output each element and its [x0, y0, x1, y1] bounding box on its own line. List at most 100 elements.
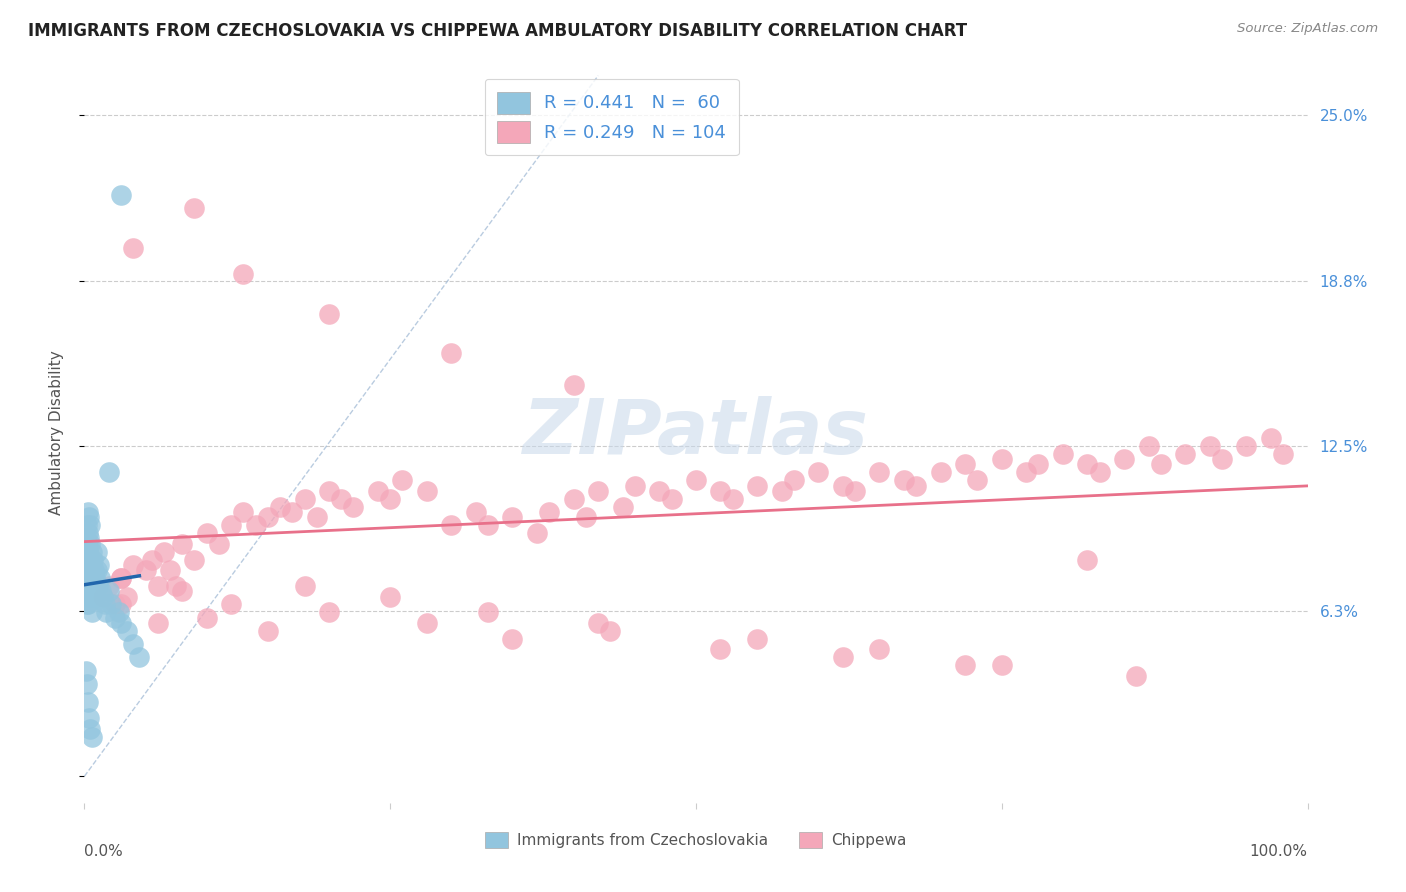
- Point: [96, 606, 118, 620]
- Point: [502, 632, 524, 646]
- Point: [76, 563, 98, 577]
- Point: [1211, 452, 1233, 467]
- Point: [232, 267, 254, 281]
- Point: [538, 505, 561, 519]
- Point: [135, 563, 157, 577]
- Point: [257, 624, 280, 638]
- Point: [183, 201, 205, 215]
- Point: [75, 571, 97, 585]
- Point: [440, 346, 463, 360]
- Point: [76, 536, 98, 550]
- Point: [159, 563, 181, 577]
- Point: [526, 526, 548, 541]
- Point: [84, 571, 107, 585]
- Point: [991, 452, 1014, 467]
- Point: [342, 500, 364, 514]
- Point: [84, 590, 107, 604]
- Point: [110, 187, 132, 202]
- Point: [245, 518, 267, 533]
- Point: [624, 478, 647, 492]
- Legend: Immigrants from Czechoslovakia, Chippewa: Immigrants from Czechoslovakia, Chippewa: [479, 826, 912, 855]
- Point: [747, 632, 769, 646]
- Point: [77, 598, 100, 612]
- Point: [502, 510, 524, 524]
- Point: [89, 571, 111, 585]
- Point: [79, 722, 101, 736]
- Point: [110, 571, 132, 585]
- Point: [330, 491, 353, 506]
- Point: [77, 571, 100, 585]
- Point: [318, 606, 340, 620]
- Point: [783, 473, 806, 487]
- Point: [141, 552, 163, 566]
- Point: [77, 505, 100, 519]
- Point: [747, 478, 769, 492]
- Point: [76, 677, 98, 691]
- Point: [77, 579, 100, 593]
- Point: [122, 637, 145, 651]
- Point: [79, 579, 101, 593]
- Point: [208, 536, 231, 550]
- Point: [807, 465, 830, 479]
- Point: [562, 378, 585, 392]
- Point: [770, 483, 793, 498]
- Point: [110, 598, 132, 612]
- Point: [281, 505, 304, 519]
- Point: [80, 606, 103, 620]
- Point: [575, 510, 598, 524]
- Point: [77, 695, 100, 709]
- Point: [195, 611, 218, 625]
- Point: [709, 483, 731, 498]
- Point: [294, 491, 316, 506]
- Point: [953, 658, 976, 673]
- Point: [893, 473, 915, 487]
- Point: [1114, 452, 1136, 467]
- Point: [380, 491, 402, 506]
- Point: [75, 532, 97, 546]
- Point: [1052, 447, 1074, 461]
- Point: [1125, 669, 1147, 683]
- Point: [77, 526, 100, 541]
- Point: [831, 650, 853, 665]
- Point: [115, 590, 138, 604]
- Point: [77, 711, 100, 725]
- Point: [1028, 458, 1050, 472]
- Point: [77, 552, 100, 566]
- Point: [586, 483, 609, 498]
- Point: [440, 518, 463, 533]
- Point: [75, 664, 97, 678]
- Point: [91, 590, 114, 604]
- Point: [562, 491, 585, 506]
- Point: [104, 598, 127, 612]
- Point: [1150, 458, 1173, 472]
- Point: [80, 584, 103, 599]
- Point: [100, 598, 122, 612]
- Point: [97, 584, 120, 599]
- Point: [391, 473, 413, 487]
- Point: [94, 598, 117, 612]
- Point: [257, 510, 280, 524]
- Point: [1076, 552, 1098, 566]
- Text: 100.0%: 100.0%: [1250, 844, 1308, 858]
- Point: [83, 584, 105, 599]
- Point: [929, 465, 952, 479]
- Point: [122, 558, 145, 572]
- Point: [1015, 465, 1038, 479]
- Point: [367, 483, 389, 498]
- Point: [146, 579, 169, 593]
- Point: [991, 658, 1014, 673]
- Point: [648, 483, 671, 498]
- Point: [82, 590, 104, 604]
- Point: [83, 563, 105, 577]
- Point: [104, 611, 127, 625]
- Text: 0.0%: 0.0%: [84, 844, 124, 858]
- Point: [87, 558, 110, 572]
- Point: [1198, 439, 1220, 453]
- Point: [586, 615, 609, 630]
- Point: [77, 510, 100, 524]
- Point: [599, 624, 621, 638]
- Point: [661, 491, 683, 506]
- Point: [416, 615, 439, 630]
- Point: [1088, 465, 1111, 479]
- Point: [709, 642, 731, 657]
